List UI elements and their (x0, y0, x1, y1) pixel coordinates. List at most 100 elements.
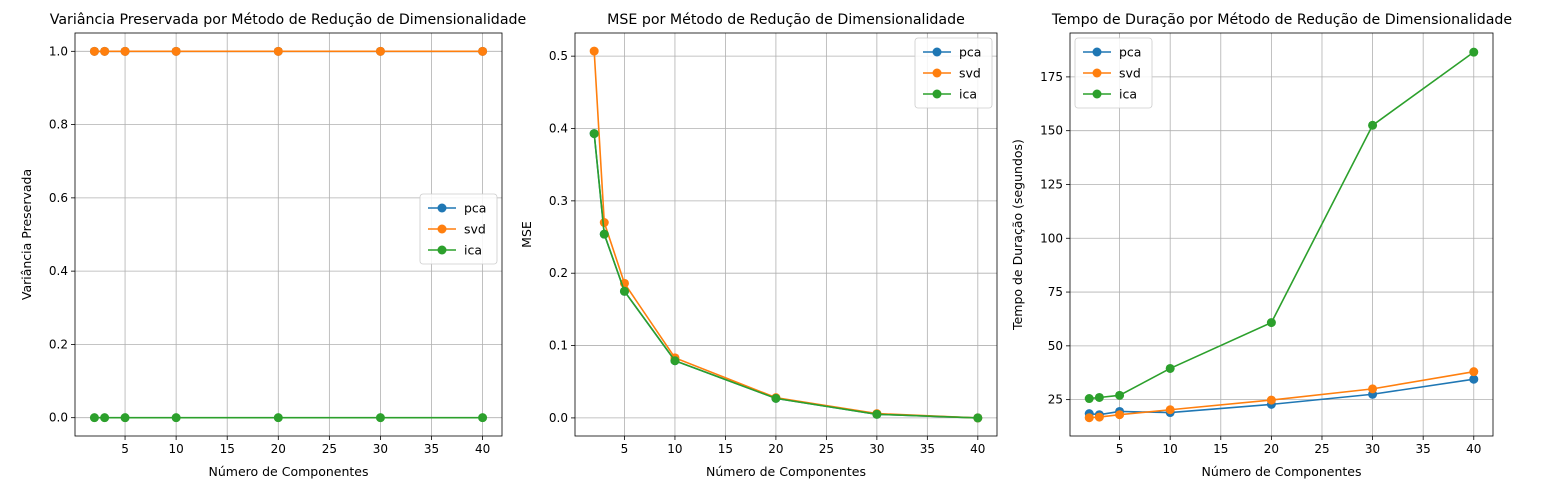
series-line-pca (593, 133, 978, 419)
data-point-pca (1469, 374, 1479, 384)
y-tick-label: 125 (1040, 177, 1063, 191)
legend-marker-svd (437, 224, 447, 234)
legend-marker-pca (932, 47, 942, 57)
legend-label-svd: svd (1119, 66, 1141, 81)
data-point-ica (478, 413, 488, 423)
data-point-svd (599, 218, 609, 228)
data-point-ica (872, 409, 882, 419)
x-tick-label: 20 (768, 442, 783, 456)
x-tick-label: 25 (322, 442, 337, 456)
data-point-ica (599, 229, 609, 239)
y-tick-label: 0.4 (549, 122, 568, 136)
chart-panel-3: 5 10 15 20 25 30 35 40 25 50 75 100 125 150 175 Tempo d… (1010, 12, 1512, 479)
data-point-svd (1084, 413, 1094, 423)
data-point-ica (120, 413, 130, 423)
data-point-ica (1115, 390, 1125, 400)
chart-title: Variância Preservada por Método de Reduç… (50, 12, 527, 28)
axes-frame (574, 32, 998, 437)
legend: pca svd ica (914, 37, 993, 109)
y-tick-label: 100 (1040, 231, 1063, 245)
legend-label-ica: ica (959, 87, 977, 102)
data-point-svd (589, 46, 599, 56)
x-tick-label: 10 (168, 442, 183, 456)
chart-title: Tempo de Duração por Método de Redução d… (1051, 12, 1512, 28)
legend-marker-pca (1092, 47, 1102, 57)
y-tick-label: 0.6 (49, 191, 68, 205)
legend-label-ica: ica (1119, 87, 1137, 102)
y-tick-label: 0.2 (549, 266, 568, 280)
data-point-ica (589, 129, 599, 139)
x-tick-label: 25 (1314, 442, 1329, 456)
series-line-svd (1089, 370, 1474, 419)
data-point-ica (670, 356, 680, 366)
chart-panel-1: 5 10 15 20 25 30 35 40 0.0 0.2 0.4 0.6 0.8 1.0 Variânc… (19, 12, 526, 479)
x-tick-label: 5 (1116, 442, 1124, 456)
data-point-ica (1165, 363, 1175, 373)
data-point-svd (375, 46, 385, 56)
data-point-svd (1368, 384, 1378, 394)
data-point-ica (1469, 47, 1479, 57)
x-tick-label: 30 (869, 442, 884, 456)
data-point-svd (1094, 412, 1104, 422)
legend-marker-pca (437, 203, 447, 213)
data-point-ica (619, 286, 629, 296)
y-tick-label: 1.0 (49, 44, 68, 58)
series-svd (89, 46, 488, 56)
x-tick-label: 40 (970, 442, 985, 456)
x-tick-label: 25 (819, 442, 834, 456)
x-tick-label: 30 (1365, 442, 1380, 456)
y-tick-label: 0.8 (49, 118, 68, 132)
data-point-svd (171, 46, 181, 56)
legend-marker-ica (932, 89, 942, 99)
y-axis-label: MSE (519, 221, 534, 248)
data-point-ica (1084, 394, 1094, 404)
data-point-ica (771, 393, 781, 403)
data-point-svd (1266, 395, 1276, 405)
data-point-svd (1165, 405, 1175, 415)
y-tick-label: 0.0 (49, 411, 68, 425)
y-tick-label: 50 (1048, 339, 1063, 353)
x-tick-label: 15 (220, 442, 235, 456)
x-tick-label: 5 (121, 442, 129, 456)
axes-frame (74, 32, 503, 437)
data-point-ica (273, 413, 283, 423)
data-point-svd (478, 46, 488, 56)
data-point-ica (1266, 318, 1276, 328)
x-tick-label: 15 (1213, 442, 1228, 456)
legend-marker-ica (1092, 89, 1102, 99)
data-point-ica (100, 413, 110, 423)
data-point-svd (273, 46, 283, 56)
y-axis-label: Tempo de Duração (segundos) (1010, 139, 1025, 331)
y-tick-label: 0.4 (49, 264, 68, 278)
y-tick-label: 75 (1048, 285, 1063, 299)
grid (1070, 33, 1493, 436)
legend: pca svd ica (1074, 37, 1153, 109)
legend-marker-svd (1092, 68, 1102, 78)
legend-label-svd: svd (464, 222, 486, 237)
x-axis-label: Número de Componentes (706, 464, 866, 479)
x-axis-label: Número de Componentes (1202, 464, 1362, 479)
x-tick-label: 15 (718, 442, 733, 456)
data-point-svd (89, 46, 99, 56)
series-ica (89, 413, 488, 423)
legend-label-svd: svd (959, 66, 981, 81)
y-tick-label: 0.1 (549, 339, 568, 353)
x-tick-label: 10 (667, 442, 682, 456)
series-line-ica (593, 133, 978, 419)
y-axis-label: Variância Preservada (19, 169, 34, 300)
x-tick-label: 10 (1163, 442, 1178, 456)
data-point-ica (973, 413, 983, 423)
legend-label-pca: pca (1119, 45, 1141, 60)
legend-marker-svd (932, 68, 942, 78)
data-point-ica (1368, 120, 1378, 130)
series-ica (589, 129, 983, 423)
data-point-svd (120, 46, 130, 56)
legend-marker-ica (437, 245, 447, 255)
legend-label-pca: pca (464, 201, 486, 216)
data-point-ica (1094, 392, 1104, 402)
x-tick-label: 35 (1416, 442, 1431, 456)
x-tick-label: 20 (271, 442, 286, 456)
x-tick-label: 20 (1264, 442, 1279, 456)
series-line-pca (1089, 378, 1474, 416)
